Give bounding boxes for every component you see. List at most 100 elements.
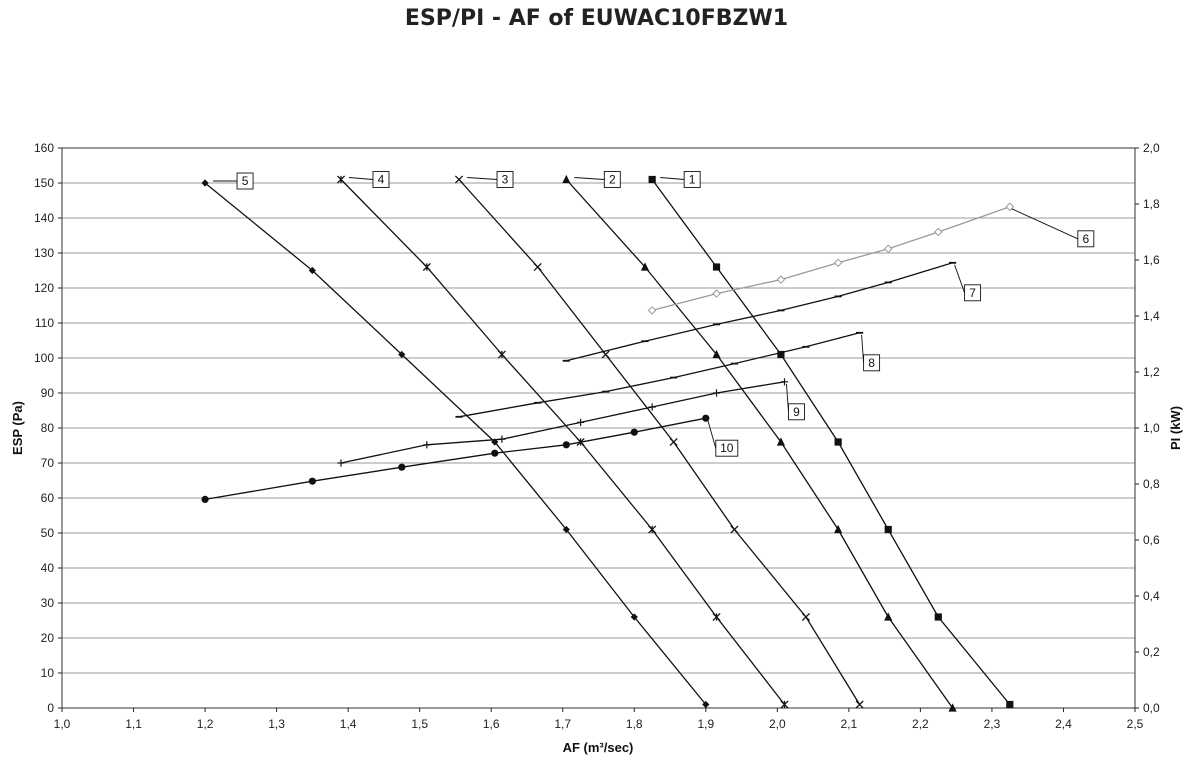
data-point	[630, 428, 638, 436]
y-tick-label: 10	[41, 666, 55, 680]
y-tick-label: 30	[41, 596, 55, 610]
y-tick-label: 140	[34, 211, 54, 225]
callout-9: 9	[786, 383, 805, 421]
data-point	[712, 289, 721, 298]
y-tick-label: 150	[34, 176, 54, 190]
data-point	[201, 495, 209, 503]
callout-3: 3	[466, 171, 514, 188]
y2-tick-label: 0,2	[1143, 645, 1160, 659]
data-point	[780, 700, 789, 709]
callout-5: 5	[213, 172, 254, 190]
data-point	[648, 403, 656, 411]
callout-box	[683, 171, 701, 188]
data-point	[648, 175, 656, 184]
y2-tick-label: 0,8	[1143, 477, 1160, 491]
data-point	[780, 378, 789, 386]
callout-leader	[954, 264, 966, 293]
data-point	[562, 174, 571, 184]
y2-tick-label: 1,8	[1143, 197, 1160, 211]
y2-axis-label: PI (kW)	[1168, 406, 1183, 450]
series-line	[458, 179, 861, 705]
y-tick-label: 110	[35, 316, 54, 330]
y-tick-label: 130	[34, 246, 54, 260]
series-10	[201, 414, 710, 503]
data-point	[562, 441, 570, 449]
x-tick-label: 1,7	[554, 717, 571, 731]
callout-7: 7	[954, 264, 982, 302]
data-point	[630, 613, 638, 621]
series-line	[565, 179, 954, 709]
data-point	[422, 262, 431, 272]
series-layer	[201, 174, 1015, 712]
data-point	[712, 349, 721, 359]
chart-title: ESP/PI - AF of EUWAC10FBZW1	[404, 6, 789, 31]
data-point	[398, 350, 406, 359]
y2-tick-label: 1,4	[1143, 309, 1160, 323]
data-point	[454, 175, 464, 184]
series-5	[201, 179, 710, 709]
data-point	[702, 414, 710, 422]
grid-lines	[62, 147, 1135, 709]
data-point	[776, 437, 786, 446]
callout-box	[1077, 230, 1095, 248]
callout-box	[372, 171, 390, 188]
y2-tick-label: 1,2	[1143, 365, 1160, 379]
data-point	[423, 441, 431, 449]
series-label: 1	[689, 173, 696, 187]
data-point	[562, 525, 570, 534]
callout-10: 10	[707, 420, 739, 457]
series-label: 7	[969, 286, 976, 300]
callout-leader	[574, 177, 605, 180]
x-tick-label: 1,0	[54, 717, 71, 731]
data-point	[730, 525, 739, 534]
data-point	[776, 275, 786, 284]
series-1	[648, 175, 1014, 709]
series-line	[566, 262, 953, 362]
callout-box	[715, 439, 739, 457]
callout-leader	[348, 177, 374, 180]
series-label: 9	[793, 405, 800, 419]
callout-box	[863, 354, 881, 372]
x-tick-label: 2,3	[984, 717, 1001, 731]
series-7	[562, 261, 957, 362]
data-point	[1006, 700, 1014, 709]
series-label: 8	[868, 356, 875, 370]
data-point	[491, 449, 499, 457]
data-point	[498, 435, 506, 443]
callout-leader	[707, 420, 717, 449]
series-label: 4	[378, 173, 385, 187]
data-point	[855, 700, 864, 709]
data-point	[834, 438, 842, 446]
series-line	[204, 182, 707, 705]
callout-leader	[1011, 208, 1079, 240]
data-point	[712, 612, 721, 622]
series-callouts: 1 2 3 4 5 6 7 8 9 10	[213, 171, 1095, 457]
data-point	[640, 262, 650, 271]
y2-tick-label: 1,0	[1143, 421, 1160, 435]
y-axis-label: ESP (Pa)	[10, 401, 25, 455]
y-tick-label: 80	[41, 421, 55, 435]
x-tick-label: 1,8	[626, 717, 643, 731]
data-point	[833, 258, 843, 268]
y2-tick-label: 0,4	[1143, 589, 1160, 603]
x-tick-label: 2,5	[1127, 717, 1144, 731]
y2-tick-label: 0,6	[1143, 533, 1160, 547]
series-line	[204, 417, 706, 501]
x-tick-label: 2,0	[769, 717, 786, 731]
series-line	[651, 206, 1011, 312]
callout-box	[964, 284, 982, 302]
y-tick-label: 160	[34, 141, 54, 155]
axes: 0102030405060708090100110120130140150160…	[34, 141, 1160, 731]
x-tick-label: 1,1	[125, 717, 142, 731]
series-2	[562, 174, 957, 712]
data-point	[1005, 202, 1015, 212]
data-point	[884, 525, 892, 534]
data-point	[398, 463, 406, 471]
series-6	[647, 202, 1015, 315]
data-point	[648, 525, 657, 534]
x-tick-label: 1,5	[411, 717, 428, 731]
y-tick-label: 100	[34, 351, 54, 365]
data-point	[497, 350, 506, 359]
series-label: 10	[720, 441, 734, 455]
x-tick-label: 2,2	[912, 717, 929, 731]
